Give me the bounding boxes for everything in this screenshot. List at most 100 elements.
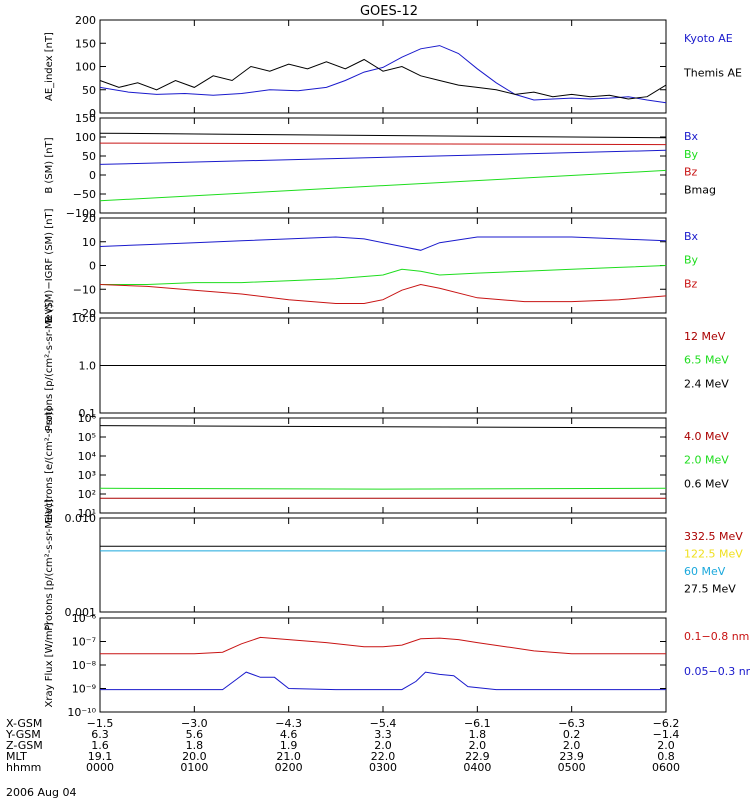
table-cell: −6.3 [558,717,585,730]
table-cell: −1.5 [87,717,114,730]
panel-2: −100 −50 0 50 100 150 B (SM) [nT] Bx By Bz Bmag [44,112,716,220]
series-line-2 [99,487,667,490]
y-tick-label: 10⁴ [78,450,97,463]
y-tick-label: 0 [89,107,96,120]
y-axis-label: Electrons [e/(cm²-s-sr)] [44,408,55,524]
table-cell: −6.1 [464,717,491,730]
y-tick-label: 10.0 [72,312,97,325]
panel-7: 10⁻¹⁰ 10⁻⁹ 10⁻⁸ 10⁻⁷ 10⁻⁶ Xray Flux [W/m²] 0.1… [44,612,750,719]
table-cell: 3.3 [374,728,392,741]
legend-entry: 122.5 MeV [684,548,743,561]
y-tick-label: 10¹ [78,507,96,520]
table-cell: 0200 [275,761,303,774]
table-cell: −1.4 [653,728,680,741]
y-tick-label: 10⁻⁹ [72,683,96,696]
table-cell: 0.8 [657,750,675,763]
series-line-1 [99,236,667,251]
y-axis-label: Protons [p/(cm²-s-sr-MeV)] [44,499,55,631]
table-row-label: X-GSM [6,717,42,730]
table-cell: 19.1 [88,750,113,763]
panel-1: 0 50 100 150 200 AE_index [nT] Kyoto AE Themis … [44,14,742,120]
table-row-label: Z-GSM [6,739,43,752]
y-tick-label: 10⁻⁷ [72,636,96,649]
y-tick-label: 0.1 [79,407,97,420]
legend-entry: 6.5 MeV [684,354,729,367]
legend-entry: 0.6 MeV [684,477,729,490]
legend-entry: 12 MeV [684,330,726,343]
y-tick-label: 0.001 [65,606,97,619]
series-line-2 [100,265,667,285]
y-tick-label: 10² [78,488,96,501]
table-cell: −3.0 [181,717,208,730]
panel-5: 10¹ 10² 10³ 10⁴ 10⁵ 10⁶ Electrons [e/(cm²-s-sr… [44,408,729,524]
legend-entry: Bmag [684,183,716,196]
y-axis-label: Protons [p/(cm²-s-sr-MeV)] [44,300,55,432]
series-line-2 [100,671,666,691]
table-cell: 4.6 [280,728,298,741]
table-cell: 0000 [86,761,114,774]
series-line-2 [99,58,667,100]
y-tick-label: 0.010 [65,512,97,525]
y-tick-label: 10⁻¹⁰ [67,706,96,719]
panel-4: 0.1 1.0 10.0 Protons [p/(cm²-s-sr-MeV)] 12 M… [44,300,729,432]
table-row-label: MLT [6,750,27,763]
legend-entry: Bz [684,277,698,290]
table-cell: 2.0 [469,739,487,752]
y-tick-label: 10⁻⁸ [72,659,97,672]
table-cell: 22.0 [371,750,396,763]
table-cell: 2.0 [374,739,392,752]
table-cell: 0300 [369,761,397,774]
series-line-4 [99,132,667,139]
y-tick-label: −20 [73,307,96,320]
y-tick-label: −100 [66,207,96,220]
table-cell: 0.2 [563,728,581,741]
y-tick-label: 200 [75,14,96,27]
legend-entry: 2.4 MeV [684,377,729,390]
legend-entry: Themis AE [683,67,742,80]
y-tick-label: −10 [73,283,96,296]
y-tick-label: −50 [73,188,96,201]
y-tick-label: 10⁻⁶ [72,612,97,625]
panel-frame [99,117,667,214]
y-axis-label: B (SM)−IGRF (SM) [nT] [44,208,55,322]
panel-frame [99,517,667,613]
chart-title: GOES-12 [360,4,418,19]
series-line-1 [99,149,667,165]
table-cell: 21.0 [276,750,301,763]
table-cell: −4.3 [275,717,302,730]
y-tick-label: 50 [82,84,96,97]
table-cell: 0500 [558,761,586,774]
panel-frame [99,417,667,514]
panel-frame [99,617,667,713]
y-tick-label: 0 [89,260,96,273]
panel-6: 0.001 0.010 Protons [p/(cm²-s-sr-MeV)] 332.… [44,499,743,631]
series-line-3 [99,283,667,304]
table-cell: 0600 [652,761,680,774]
table-cell: −6.2 [653,717,680,730]
table-cell: 1.8 [186,739,204,752]
y-tick-label: 10 [82,236,96,249]
legend-entry: 0.05−0.3 nm [684,665,750,678]
legend-entry: Bx [684,230,699,243]
table-cell: 22.9 [465,750,490,763]
table-row-label: hhmm [6,761,41,774]
legend-entry: 2.0 MeV [684,454,729,467]
legend-entry: Kyoto AE [684,32,733,45]
table-cell: 1.9 [280,739,298,752]
legend-entry: Bx [684,130,699,143]
series-line-3 [99,425,667,429]
y-tick-label: 10³ [78,469,96,482]
legend-entry: By [684,254,699,267]
date-label: 2006 Aug 04 [6,786,76,799]
table-cell: 23.9 [559,750,584,763]
legend-entry: 332.5 MeV [684,530,743,543]
y-tick-label: 50 [82,150,96,163]
legend-entry: 27.5 MeV [684,583,736,596]
table-cell: 5.6 [186,728,204,741]
y-tick-label: 100 [75,61,96,74]
table-cell: 6.3 [91,728,109,741]
table-cell: 1.6 [91,739,109,752]
panel-frame [99,217,667,314]
